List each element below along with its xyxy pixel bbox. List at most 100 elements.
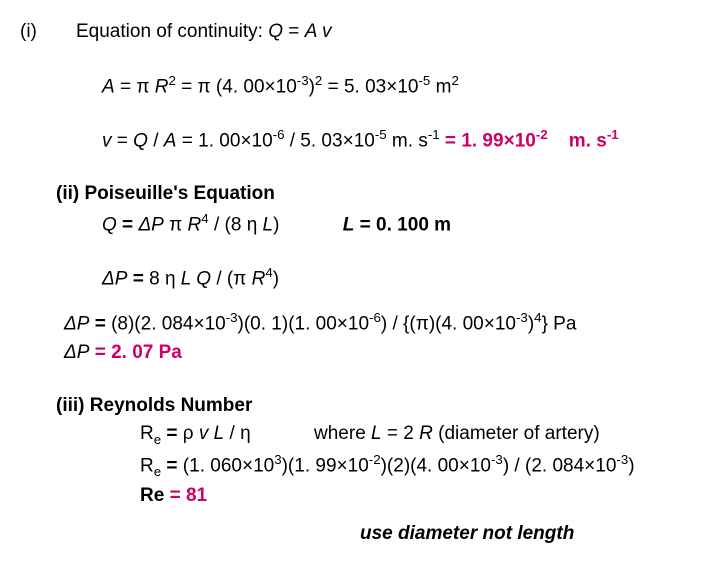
t: × xyxy=(240,131,251,152)
t: × xyxy=(193,314,204,335)
t: = xyxy=(89,342,111,363)
t: -3 xyxy=(297,73,309,88)
t: 4 xyxy=(265,265,272,280)
t: ρ xyxy=(183,423,194,444)
t: 81 xyxy=(186,485,207,506)
t: 2 xyxy=(168,73,175,88)
t: -3 xyxy=(616,452,628,467)
t: = xyxy=(170,485,186,506)
t: R xyxy=(419,423,433,444)
t: (1. 060 xyxy=(183,455,242,476)
t: 4 xyxy=(201,211,208,226)
t: L xyxy=(371,423,382,444)
t: π xyxy=(233,269,246,290)
t: R xyxy=(155,76,169,97)
t: ) / (2. 084 xyxy=(503,455,584,476)
dp-result: ΔP = 2. 07 Pa xyxy=(64,339,690,368)
t: × xyxy=(242,455,253,476)
t: m xyxy=(430,76,451,97)
t: = xyxy=(115,76,137,97)
t: = xyxy=(161,455,183,476)
poise-eq: Q = ΔP π R4 / (8 η L) L = 0. 100 m xyxy=(102,209,690,240)
t: -6 xyxy=(369,310,381,325)
t: × xyxy=(459,455,470,476)
t: 3 xyxy=(274,452,281,467)
t: 10 xyxy=(252,131,273,152)
t: Q xyxy=(133,131,148,152)
t: -3 xyxy=(516,310,528,325)
t: )(2)(4. 00 xyxy=(381,455,459,476)
t: Equation of continuity: xyxy=(76,21,268,42)
t: v xyxy=(102,131,112,152)
t: R xyxy=(140,455,154,476)
t: ) xyxy=(628,455,634,476)
page: (i) Equation of continuity: Q = A v A = … xyxy=(0,0,720,567)
t: -2 xyxy=(369,452,381,467)
re-result: Re = 81 xyxy=(140,482,690,511)
t: = 0. 100 m xyxy=(354,214,451,235)
t: = xyxy=(283,21,305,42)
t: A xyxy=(102,76,115,97)
t: × xyxy=(343,131,354,152)
t: 1. 99 xyxy=(461,131,503,152)
t: ΔP xyxy=(102,269,127,290)
t: L xyxy=(214,423,225,444)
t: × xyxy=(265,76,276,97)
t: Re xyxy=(140,485,170,506)
t: ΔP xyxy=(138,214,163,235)
t: = xyxy=(117,214,139,235)
t: Q xyxy=(268,21,283,42)
t: × xyxy=(504,131,515,152)
part2-marker: (ii) xyxy=(56,183,79,204)
t: / (8 xyxy=(209,214,247,235)
t: π xyxy=(136,76,149,97)
t: ) / {( xyxy=(381,314,416,335)
t: )(1. 99 xyxy=(282,455,337,476)
t: 2 xyxy=(451,73,458,88)
t: Reynolds Number xyxy=(85,395,253,416)
t: 2. 07 Pa xyxy=(111,342,182,363)
t: -5 xyxy=(419,73,431,88)
t: Poiseuille's Equation xyxy=(79,183,275,204)
t: A xyxy=(305,21,322,42)
t: 10 xyxy=(276,76,297,97)
part3-marker: (iii) xyxy=(56,395,85,416)
t: / ( xyxy=(211,269,233,290)
t: -1 xyxy=(428,127,440,142)
t: -3 xyxy=(226,310,238,325)
dp-rearranged: ΔP = 8 η L Q / (π R4) xyxy=(102,263,690,294)
t: R xyxy=(140,423,154,444)
t: -6 xyxy=(273,127,285,142)
t: 10 xyxy=(515,131,536,152)
t: 4 xyxy=(534,310,541,325)
t: × xyxy=(386,76,397,97)
part2-title: (ii) Poiseuille's Equation xyxy=(56,180,690,209)
t: L Q xyxy=(181,269,211,290)
t: -2 xyxy=(536,127,548,142)
t: )(0. 1)(1. 00 xyxy=(238,314,337,335)
t: 10 xyxy=(397,76,418,97)
t: Q xyxy=(102,214,117,235)
part1-title: (i) Equation of continuity: Q = A v xyxy=(20,18,690,47)
t: )(4. 00 xyxy=(429,314,484,335)
t: (diameter of artery) xyxy=(433,423,600,444)
t: × xyxy=(584,455,595,476)
t xyxy=(548,131,569,152)
t: -1 xyxy=(607,127,619,142)
t: -5 xyxy=(375,127,387,142)
t: L xyxy=(279,214,354,235)
dp-numeric: ΔP = (8)(2. 084×10-3)(0. 1)(1. 00×10-6) … xyxy=(64,308,690,339)
t: / 5. 03 xyxy=(284,131,342,152)
t: 10 xyxy=(495,314,516,335)
re-def: Re = ρ v L / η where L = 2 R (diameter o… xyxy=(140,420,690,450)
t: × xyxy=(484,314,495,335)
t: 10 xyxy=(205,314,226,335)
t: -3 xyxy=(491,452,503,467)
t: (8)(2. 084 xyxy=(106,314,194,335)
part3-title: (iii) Reynolds Number xyxy=(56,392,690,421)
t: = xyxy=(127,269,149,290)
t: 10 xyxy=(348,455,369,476)
t: / xyxy=(224,423,240,444)
t: R xyxy=(252,269,266,290)
t: ΔP xyxy=(64,342,89,363)
